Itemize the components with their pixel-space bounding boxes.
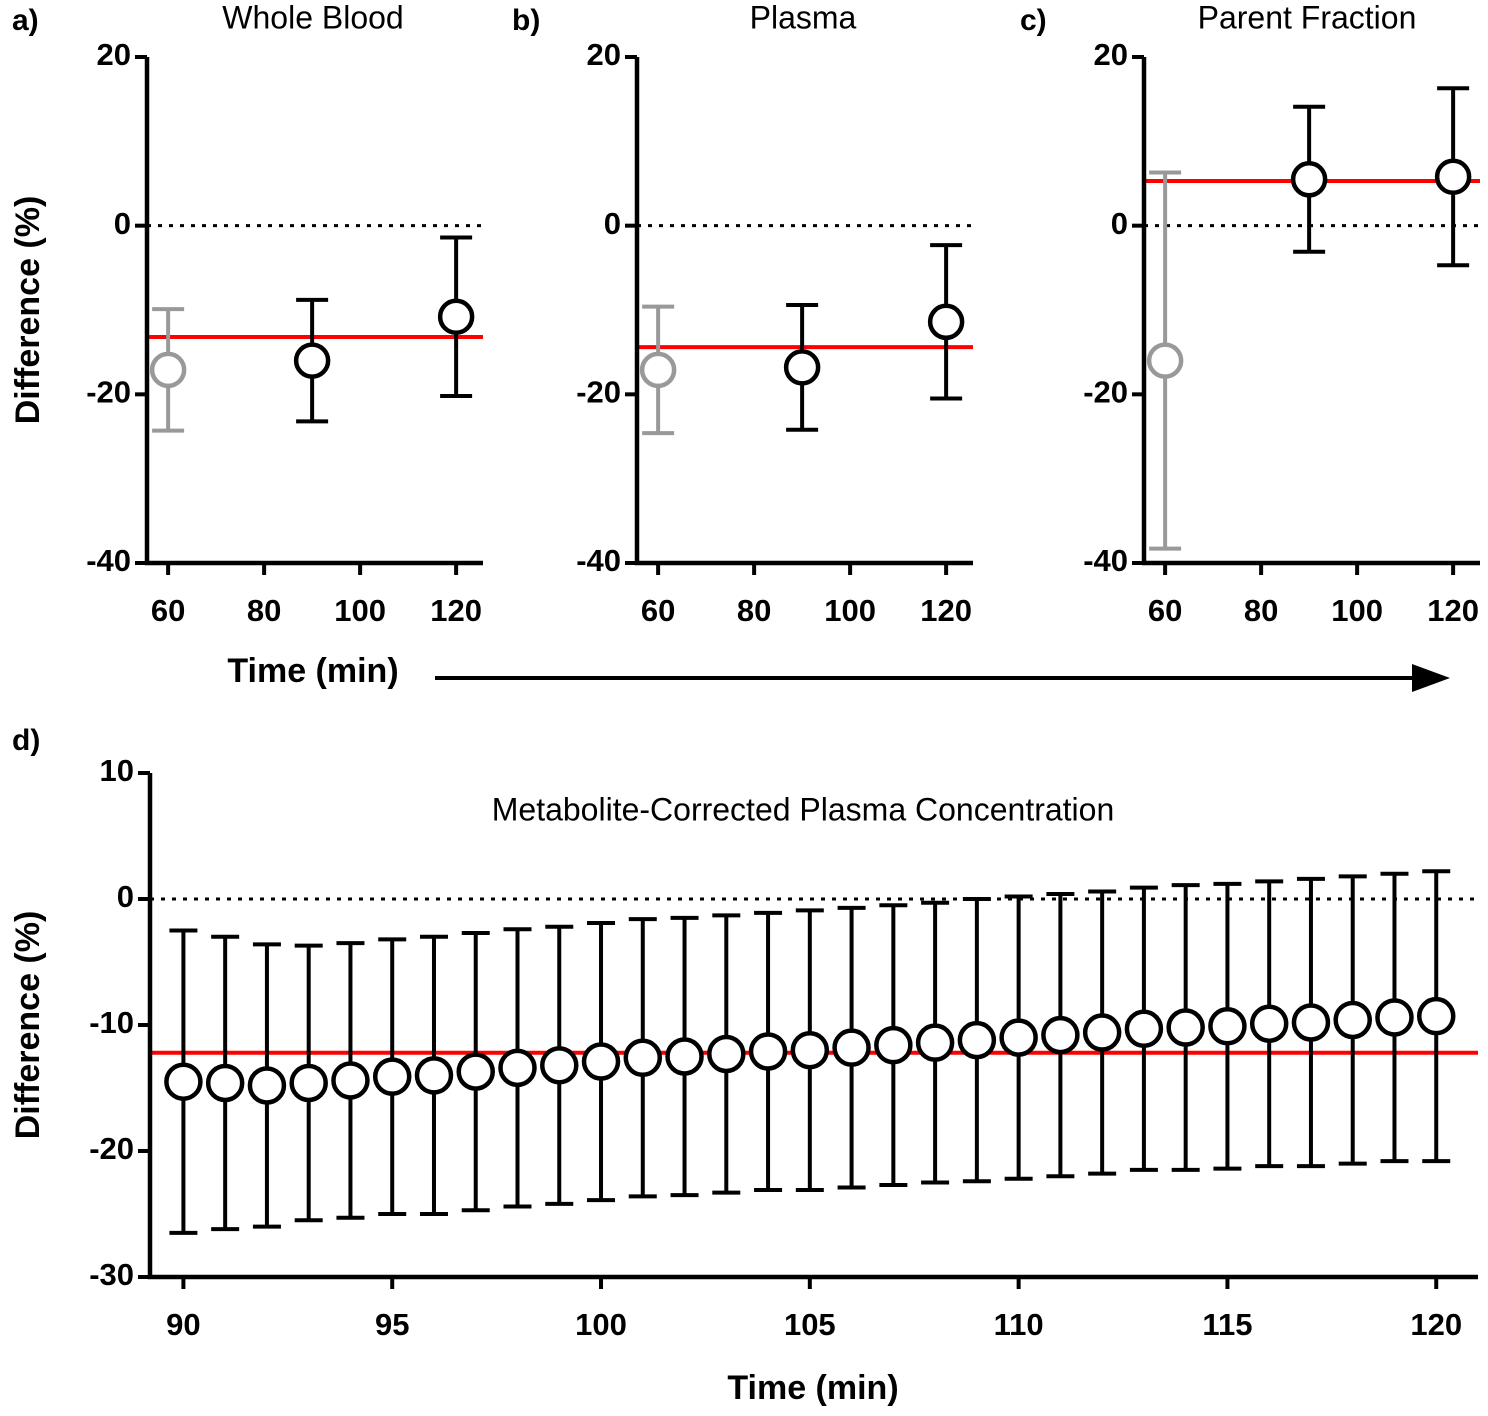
point [957,1020,997,1060]
x-tick-label: 60 [1148,593,1182,628]
y-tick-label: 20 [1094,37,1128,72]
point [1290,161,1328,198]
point [498,1048,537,1088]
axes [144,57,483,566]
point [1082,1013,1122,1052]
point [540,1046,579,1085]
x-tick-label: 80 [247,593,281,628]
point [1416,996,1456,1036]
y-axis-label: Difference (%) [9,911,47,1140]
point [707,1034,746,1074]
point [1166,1008,1205,1047]
point [1208,1007,1247,1046]
x-tick-label: 120 [1410,1307,1462,1342]
x-tick-label: 100 [1331,593,1383,628]
point [149,351,187,389]
x-tick-label: 120 [430,593,482,628]
point [293,342,331,379]
y-tick-label: -20 [576,375,621,410]
y-tick-label: 10 [100,753,134,788]
point [999,1018,1038,1057]
x-tick-label: 100 [334,593,386,628]
point [623,1038,663,1078]
time-arrow-head [1412,664,1450,692]
x-tick-label: 60 [151,593,185,628]
y-tick-label: -10 [89,1005,134,1040]
point [1124,1009,1164,1049]
x-tick-label: 120 [1427,593,1479,628]
point [247,1066,287,1105]
point [665,1037,704,1076]
point [1146,342,1184,379]
point [927,303,965,341]
point [832,1028,871,1067]
point [874,1025,913,1065]
point [790,1030,830,1070]
x-axis-label: Time (min) [727,1369,898,1407]
x-tick-label: 80 [737,593,771,628]
chart-title: Parent Fraction [1198,0,1417,35]
point [1333,1000,1372,1040]
point [414,1056,454,1095]
y-tick-label: -20 [86,375,131,410]
point [372,1057,412,1096]
point [289,1063,328,1103]
y-axis-label: Difference (%) [9,196,47,425]
x-tick-label: 105 [784,1307,836,1342]
y-tick-label: 0 [114,206,131,241]
point [205,1063,245,1103]
chart-title: Whole Blood [222,0,403,35]
axes [147,773,1478,1280]
axes [1141,57,1480,566]
x-tick-label: 90 [166,1307,200,1342]
point [748,1032,788,1071]
point [783,349,821,386]
x-tick-label: 60 [641,593,675,628]
y-tick-label: -40 [576,543,621,578]
x-tick-label: 95 [375,1307,409,1342]
point [1041,1015,1080,1055]
point [1375,998,1414,1037]
y-tick-label: 0 [117,879,134,914]
x-tick-label: 100 [824,593,876,628]
y-tick-label: 20 [97,37,131,72]
y-tick-label: -20 [1083,375,1128,410]
point [581,1042,621,1081]
point [1291,1003,1331,1042]
x-tick-label: 110 [994,1307,1044,1342]
point [437,298,475,335]
y-tick-label: -30 [89,1257,134,1292]
axes [634,57,973,566]
point [639,351,677,389]
y-tick-label: 20 [587,37,621,72]
x-tick-label: 115 [1202,1307,1252,1342]
panel-label: a) [12,4,39,37]
y-tick-label: -40 [86,543,131,578]
y-tick-label: -20 [89,1131,134,1166]
point [456,1052,495,1091]
y-tick-label: -40 [1083,543,1128,578]
chart-title: Metabolite-Corrected Plasma Concentratio… [492,791,1115,827]
y-tick-label: 0 [1111,206,1128,241]
panel-label: c) [1020,4,1047,37]
x-tick-label: 120 [920,593,972,628]
x-tick-label: 100 [575,1307,627,1342]
point [1249,1004,1289,1043]
point [331,1061,370,1100]
y-tick-label: 0 [604,206,621,241]
x-axis-label: Time (min) [227,652,398,690]
x-tick-label: 80 [1244,593,1278,628]
point [1434,158,1472,196]
panel-label: d) [12,724,40,757]
panel-label: b) [512,4,540,37]
chart-title: Plasma [750,0,857,35]
point [915,1023,955,1062]
point [164,1062,203,1101]
